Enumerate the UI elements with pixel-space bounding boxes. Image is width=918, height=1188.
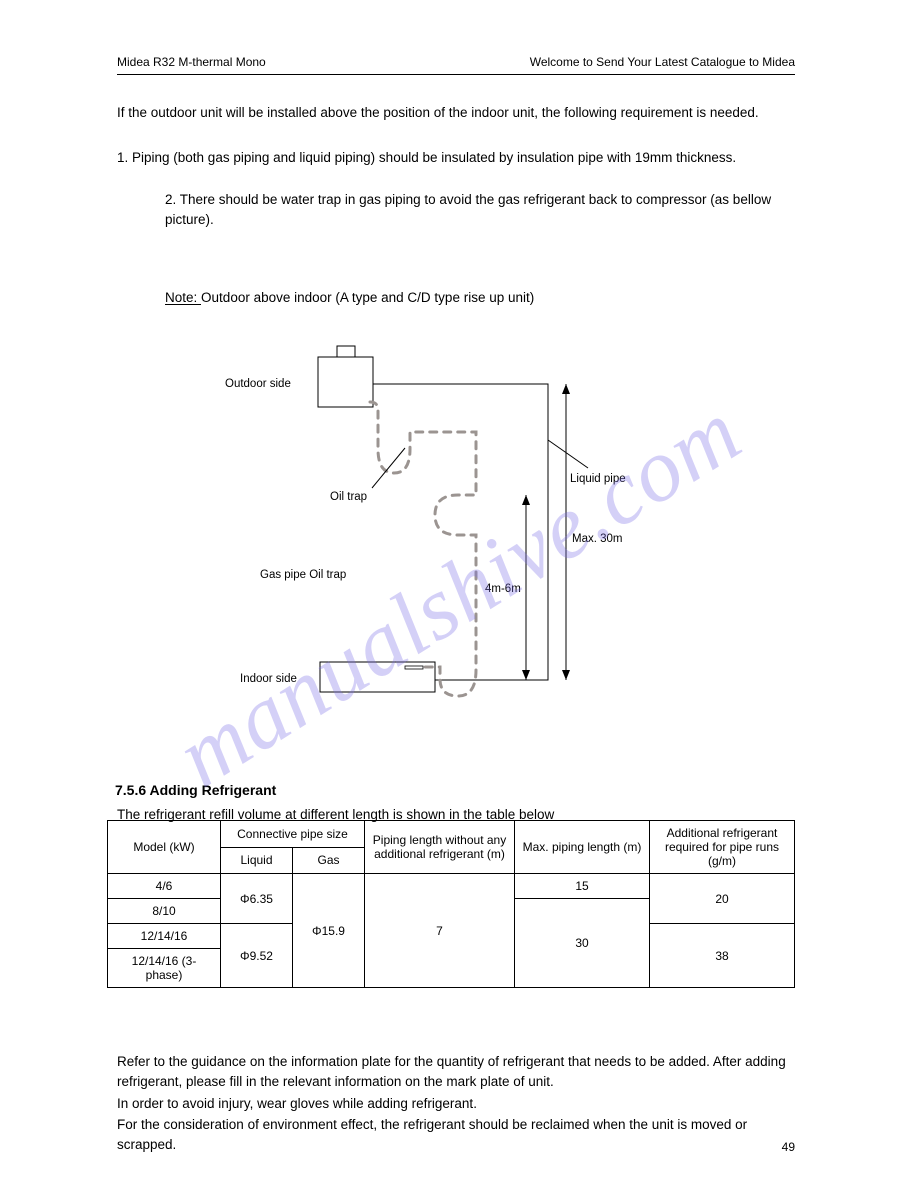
col-addref: Additional refrigerant required for pipe… <box>650 821 795 874</box>
page-number: 49 <box>782 1140 795 1154</box>
note-underline <box>165 304 201 305</box>
col-noadd: Piping length without any additional ref… <box>365 821 515 874</box>
outdoor-top <box>337 346 355 357</box>
dim-max-arrow-top <box>562 384 570 394</box>
section-heading: 7.5.6 Adding Refrigerant <box>115 782 276 798</box>
refrigerant-table: Model (kW) Connective pipe size Piping l… <box>107 820 795 988</box>
intro-text: If the outdoor unit will be installed ab… <box>117 103 795 123</box>
dim-range-arrow-bot <box>522 670 530 680</box>
indoor-box <box>320 662 435 692</box>
dim-max-label: Max. 30m <box>572 533 623 545</box>
col-model: Model (kW) <box>108 821 221 874</box>
footer-paragraph-2: In order to avoid injury, wear gloves wh… <box>117 1094 795 1114</box>
table-row: 4/6 Φ6.35 Φ15.9 7 15 20 <box>108 874 795 899</box>
liquid-pipe <box>373 384 548 680</box>
outdoor-label: Outdoor side <box>225 378 291 390</box>
leader-liquid <box>548 440 588 468</box>
requirement-2: 2. There should be water trap in gas pip… <box>165 190 795 229</box>
col-gas: Gas <box>293 847 365 874</box>
table-header-row: Model (kW) Connective pipe size Piping l… <box>108 821 795 848</box>
requirement-1: 1. Piping (both gas piping and liquid pi… <box>117 148 795 168</box>
gas-pipe <box>370 402 476 696</box>
footer-paragraph-3: For the consideration of environment eff… <box>117 1115 795 1154</box>
outdoor-box <box>318 357 373 407</box>
header-right: Welcome to Send Your Latest Catalogue to… <box>530 55 795 69</box>
indoor-label: Indoor side <box>240 673 297 685</box>
dim-range-label: 4m-6m <box>485 583 521 595</box>
col-pipe-size: Connective pipe size <box>221 821 365 848</box>
col-liquid: Liquid <box>221 847 293 874</box>
dim-max-arrow-bot <box>562 670 570 680</box>
header-rule <box>117 74 795 75</box>
header-left: Midea R32 M-thermal Mono <box>117 55 266 69</box>
dim-range-arrow-top <box>522 495 530 505</box>
gas-pipe-oil-trap-label: Gas pipe Oil trap <box>260 569 346 581</box>
liquid-pipe-label: Liquid pipe <box>570 473 626 485</box>
oil-trap-label: Oil trap <box>330 491 367 503</box>
col-maxlen: Max. piping length (m) <box>515 821 650 874</box>
indoor-detail <box>405 666 423 669</box>
note-label: Note: Outdoor above indoor (A type and C… <box>165 288 795 308</box>
piping-diagram: Outdoor side Oil trap Liquid pipe Gas pi… <box>210 340 690 770</box>
footer-paragraph-1: Refer to the guidance on the information… <box>117 1052 795 1091</box>
